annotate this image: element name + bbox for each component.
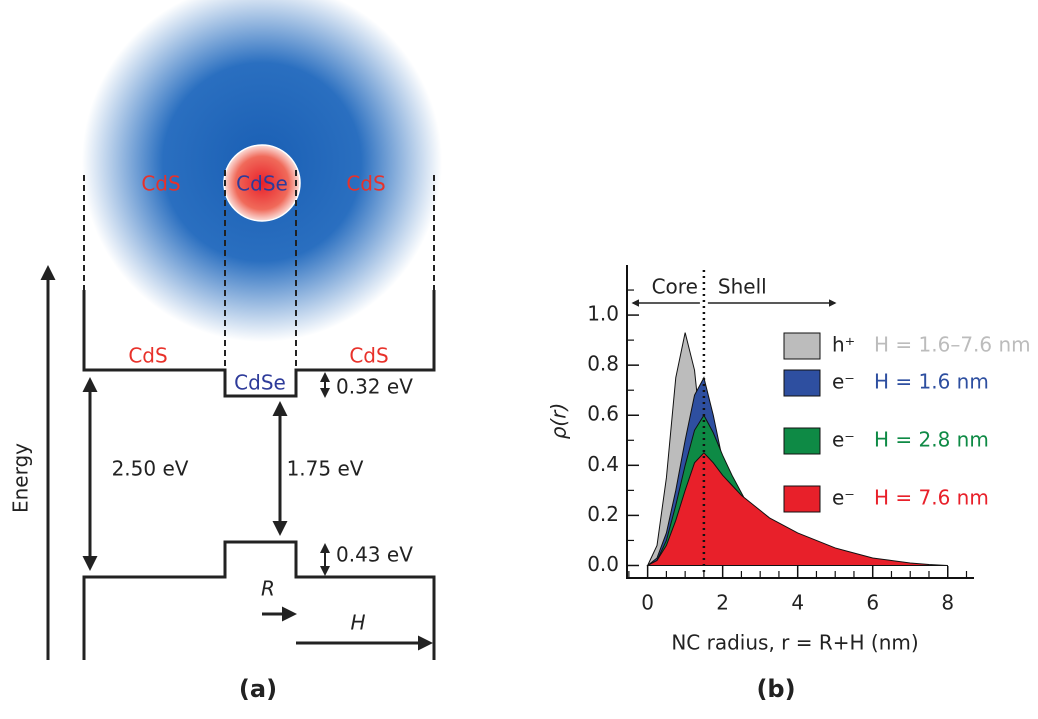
label: CdSe	[234, 371, 286, 395]
legend-label: H = 2.8 nm	[874, 428, 989, 452]
label: 1.75 eV	[287, 457, 364, 481]
y-tick-label: 0.4	[587, 452, 619, 476]
label: H	[350, 611, 365, 635]
label: 0.43 eV	[336, 543, 413, 567]
label: R	[261, 577, 275, 601]
legend-swatch	[783, 332, 821, 360]
y-tick-label: 0.2	[587, 502, 619, 526]
x-tick-label: 8	[941, 591, 954, 615]
caption: (a)	[239, 675, 277, 703]
label: CdS	[128, 344, 167, 368]
axis-label: Energy	[9, 443, 33, 513]
legend-swatch	[783, 369, 821, 397]
x-tick-label: 4	[791, 591, 804, 615]
caption: (b)	[756, 675, 795, 703]
legend-name: e⁻	[832, 428, 855, 452]
legend-label: H = 7.6 nm	[874, 486, 989, 510]
legend-name: h⁺	[832, 333, 855, 357]
y-tick-label: 0.8	[587, 352, 619, 376]
y-tick-label: 0.6	[587, 402, 619, 426]
conduction-band	[82, 290, 436, 398]
x-tick-label: 6	[866, 591, 879, 615]
axes	[626, 265, 974, 579]
area	[647, 452, 948, 566]
y-tick-label: 1.0	[587, 302, 619, 326]
label: CdS	[349, 344, 388, 368]
legend-label: H = 1.6 nm	[874, 370, 989, 394]
legend-name: e⁻	[832, 486, 855, 510]
shell-label: Shell	[718, 275, 767, 299]
y-axis-label: ρ(r)	[547, 403, 571, 440]
label: CdS	[346, 172, 385, 196]
panel-a: CdS CdSe CdS CdS CdS CdSe 0.32 eV 2.50 e…	[9, 0, 442, 703]
x-tick-label: 2	[716, 591, 729, 615]
x-tick-label: 0	[641, 591, 654, 615]
legend-label: H = 1.6–7.6 nm	[874, 333, 1031, 357]
label: CdSe	[236, 172, 288, 196]
core-label: Core	[652, 275, 698, 299]
x-axis-label: NC radius, r = R+H (nm)	[671, 631, 918, 655]
label: 2.50 eV	[112, 457, 189, 481]
legend-swatch	[783, 485, 821, 513]
valence-band	[82, 540, 436, 660]
panel-b: (b) NC radius, r = R+H (nm) ρ(r) 0 2 4 6 8 0.…	[547, 265, 1031, 703]
legend-name: e⁻	[832, 370, 855, 394]
label: CdS	[141, 172, 180, 196]
legend-swatch	[783, 427, 821, 455]
y-tick-label: 0.0	[587, 552, 619, 576]
label: 0.32 eV	[336, 375, 413, 399]
